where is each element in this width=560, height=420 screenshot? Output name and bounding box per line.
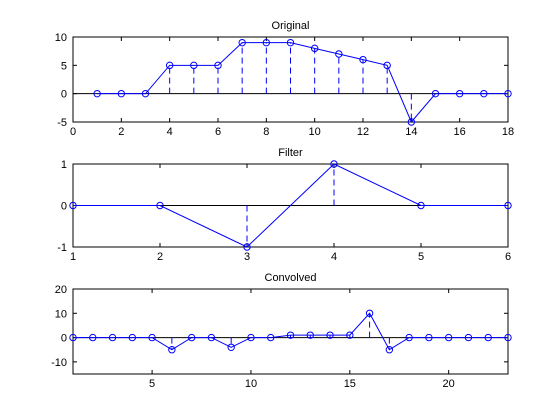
data-point-marker [165,61,174,70]
data-point-marker [286,38,295,47]
data-point-marker [444,333,453,342]
subplot-title: Filter [278,147,303,159]
y-tick-label: -5 [57,117,67,129]
x-tick-label: 16 [454,126,466,138]
data-point-marker [405,333,413,342]
x-tick-label: 1 [70,251,76,263]
x-tick-label: 5 [418,251,424,263]
data-point-marker [480,89,488,98]
y-tick-label: 0 [61,201,67,213]
data-point-marker [69,333,77,342]
x-tick-label: 6 [215,126,221,138]
y-tick-label: 5 [61,60,67,72]
x-tick-label: 10 [245,378,257,390]
data-point-marker [407,118,416,126]
data-point-marker [504,89,512,98]
data-point-marker [247,333,255,342]
x-tick-label: 18 [502,126,514,138]
data-point-marker [238,38,246,47]
data-point-marker [207,333,216,342]
y-tick-label: 20 [55,284,67,296]
data-point-marker [455,89,464,98]
data-point-marker [365,309,374,317]
data-point-marker [330,160,338,168]
y-tick-label: 0 [61,333,67,345]
y-tick-label: -10 [51,357,67,369]
data-point-marker [306,331,314,339]
data-point-marker [385,346,394,354]
series-line [97,42,508,123]
x-tick-label: 12 [357,126,369,138]
x-tick-label: 5 [149,378,155,390]
data-point-marker [464,333,473,342]
data-point-marker [359,55,367,64]
data-point-marker [335,50,343,58]
data-point-marker [187,333,196,342]
data-point-marker [431,89,440,98]
subplot-title: Original [272,20,310,32]
x-tick-label: 2 [118,126,124,138]
subplot-filter: 1 2 3 4 5 6 -1 0 1 Filter [57,147,512,263]
data-point-marker [286,331,295,339]
x-tick-label: 10 [309,126,321,138]
data-point-marker [310,44,319,53]
data-point-marker [243,243,251,251]
data-point-marker [89,333,97,342]
x-tick-label: 20 [443,378,455,390]
x-tick-label: 0 [70,126,76,138]
series-line [73,312,508,351]
data-point-marker [417,201,425,210]
y-tick-label: 0 [61,89,67,101]
data-point-marker [484,333,492,342]
data-point-marker [93,89,101,98]
data-point-marker [148,333,156,342]
subplot-convolved: 5 10 15 20 -10 0 10 20 Convolved [51,272,512,390]
x-tick-label: 4 [167,126,173,138]
y-tick-label: 10 [55,308,67,320]
x-tick-label: 15 [344,378,356,390]
data-point-marker [141,89,150,98]
y-tick-label: 1 [61,159,67,171]
data-point-marker [425,333,433,342]
data-point-marker [504,201,512,210]
data-point-marker [383,61,391,70]
x-tick-label: 2 [157,251,163,263]
data-point-marker [267,333,275,342]
data-point-marker [117,89,126,98]
data-point-marker [168,346,176,354]
x-tick-label: 3 [244,251,250,263]
subplot-title: Convolved [265,272,317,284]
data-point-marker [326,331,334,339]
data-point-marker [69,201,77,210]
data-point-marker [346,331,354,339]
x-tick-label: 8 [263,126,269,138]
data-point-marker [504,333,512,342]
data-point-marker [108,333,117,342]
y-tick-label: -1 [57,242,67,254]
data-point-marker [128,333,137,342]
y-tick-label: 10 [55,32,67,44]
data-point-marker [214,61,222,70]
x-tick-label: 4 [331,251,337,263]
x-tick-label: 6 [505,251,511,263]
data-point-marker [190,61,198,70]
data-point-marker [262,38,271,47]
data-point-marker [227,343,235,351]
data-point-marker [156,201,164,210]
series-line [73,163,508,248]
x-tick-label: 14 [405,126,417,138]
